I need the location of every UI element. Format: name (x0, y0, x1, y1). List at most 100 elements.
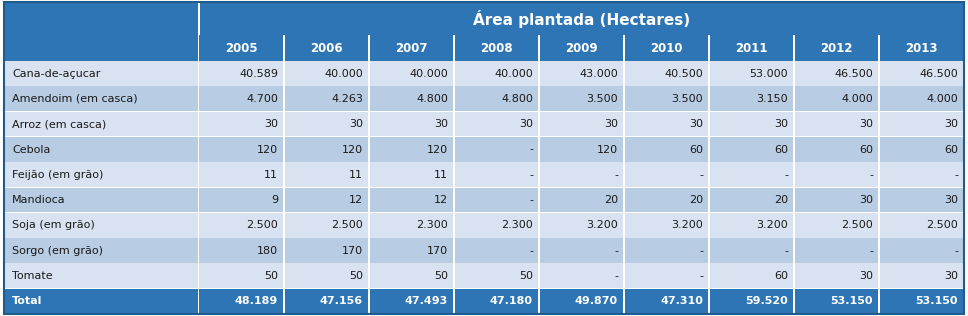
Bar (4, 86, 964, 87)
Bar (4, 238, 199, 264)
Text: 53.150: 53.150 (916, 296, 958, 306)
Text: 30: 30 (349, 119, 363, 129)
Bar (794, 137, 879, 162)
Bar (793, 238, 795, 264)
Bar (709, 61, 794, 86)
Text: 30: 30 (944, 119, 958, 129)
Bar (623, 35, 624, 61)
Bar (4, 60, 964, 62)
Bar (4, 35, 199, 61)
Bar (709, 86, 794, 112)
Bar (709, 35, 794, 61)
Text: 47.180: 47.180 (490, 296, 533, 306)
Bar (878, 187, 880, 213)
Bar (198, 162, 199, 187)
Bar (453, 86, 455, 112)
Bar (793, 289, 795, 314)
Bar (284, 213, 369, 238)
Text: 30: 30 (944, 271, 958, 281)
Bar (199, 86, 284, 112)
Text: 2011: 2011 (736, 41, 768, 54)
Bar (794, 264, 879, 289)
Text: 47.310: 47.310 (660, 296, 703, 306)
Bar (539, 213, 624, 238)
Bar (878, 61, 880, 86)
Text: 4.000: 4.000 (841, 94, 873, 104)
Bar (198, 213, 199, 238)
Bar (368, 187, 370, 213)
Text: 40.589: 40.589 (239, 69, 278, 79)
Bar (4, 2, 199, 35)
Bar (709, 264, 794, 289)
Text: 3.200: 3.200 (756, 221, 788, 230)
Bar (793, 61, 795, 86)
Bar (453, 35, 455, 61)
Text: Sorgo (em grão): Sorgo (em grão) (12, 246, 103, 256)
Bar (538, 213, 539, 238)
Bar (878, 162, 880, 187)
Bar (198, 2, 200, 35)
Bar (879, 86, 964, 112)
Text: 12: 12 (434, 195, 448, 205)
Bar (709, 238, 794, 264)
Bar (199, 264, 284, 289)
Text: 40.000: 40.000 (324, 69, 363, 79)
Text: 2013: 2013 (905, 41, 938, 54)
Text: 30: 30 (944, 195, 958, 205)
Text: 40.000: 40.000 (409, 69, 448, 79)
Bar (4, 137, 199, 162)
Bar (368, 61, 370, 86)
Bar (709, 213, 794, 238)
Bar (623, 162, 624, 187)
Bar (539, 137, 624, 162)
Text: 20: 20 (773, 195, 788, 205)
Bar (624, 238, 709, 264)
Text: 60: 60 (774, 271, 788, 281)
Text: -: - (784, 246, 788, 256)
Bar (453, 289, 455, 314)
Bar (708, 35, 710, 61)
Bar (624, 61, 709, 86)
Bar (198, 35, 200, 61)
Bar (793, 213, 795, 238)
Text: 4.800: 4.800 (416, 94, 448, 104)
Bar (453, 112, 455, 137)
Bar (624, 289, 709, 314)
Bar (538, 264, 539, 289)
Text: -: - (529, 144, 533, 155)
Bar (454, 213, 539, 238)
Bar (369, 213, 454, 238)
Text: -: - (954, 170, 958, 180)
Text: -: - (529, 170, 533, 180)
Bar (199, 162, 284, 187)
Bar (198, 289, 199, 314)
Bar (284, 264, 369, 289)
Bar (368, 238, 370, 264)
Text: Mandioca: Mandioca (12, 195, 66, 205)
Text: 120: 120 (342, 144, 363, 155)
Text: 47.156: 47.156 (319, 296, 363, 306)
Text: 40.500: 40.500 (664, 69, 703, 79)
Bar (198, 61, 199, 86)
Text: -: - (614, 246, 618, 256)
Bar (4, 289, 199, 314)
Bar (709, 289, 794, 314)
Bar (368, 162, 370, 187)
Bar (4, 61, 199, 86)
Text: 2.300: 2.300 (416, 221, 448, 230)
Bar (539, 238, 624, 264)
Bar (624, 264, 709, 289)
Bar (4, 288, 964, 289)
Text: Amendoim (em casca): Amendoim (em casca) (12, 94, 137, 104)
Bar (879, 213, 964, 238)
Bar (538, 86, 539, 112)
Bar (199, 289, 284, 314)
Text: 48.189: 48.189 (235, 296, 278, 306)
Text: 3.500: 3.500 (672, 94, 703, 104)
Bar (708, 289, 710, 314)
Bar (708, 112, 710, 137)
Bar (793, 137, 795, 162)
Text: -: - (869, 246, 873, 256)
Bar (368, 35, 370, 61)
Text: 43.000: 43.000 (579, 69, 618, 79)
